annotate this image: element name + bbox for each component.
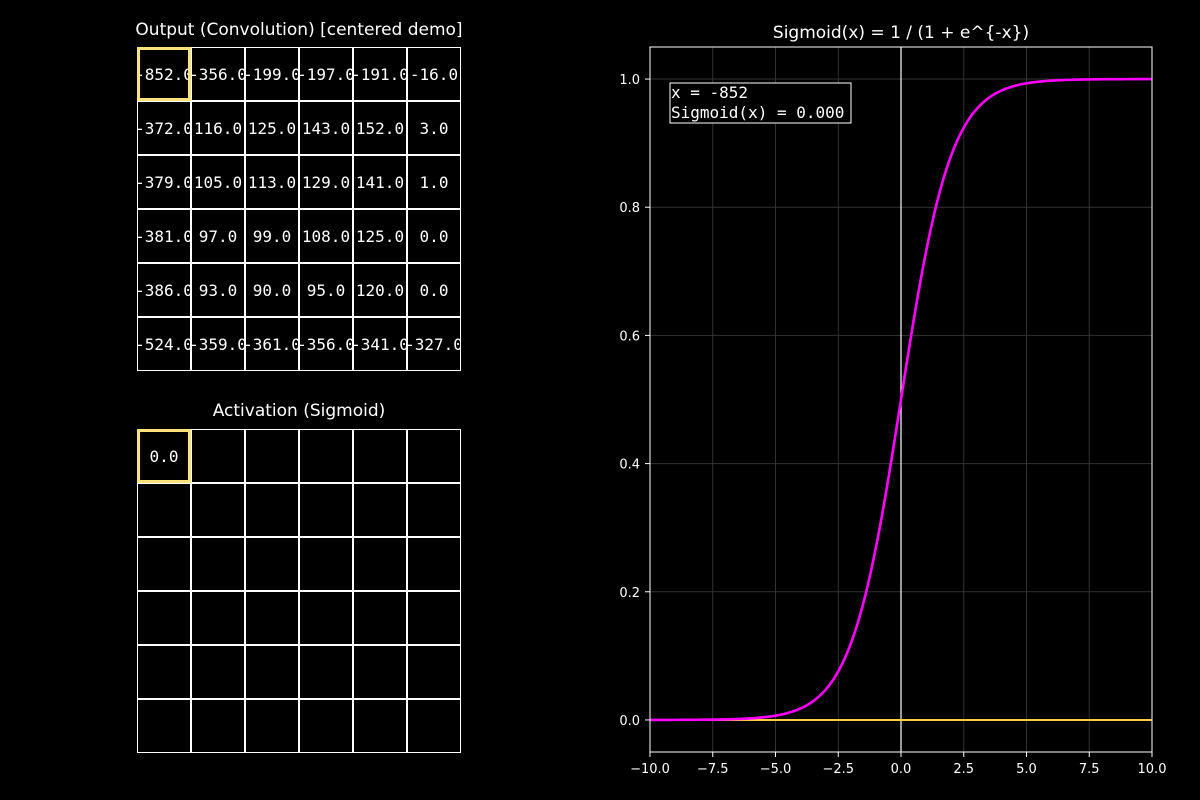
conv-cell-r4-c4: 120.0 bbox=[353, 263, 407, 317]
conv-cell-r0-c0: -852.0 bbox=[137, 47, 191, 101]
conv-cell-r0-c4: -191.0 bbox=[353, 47, 407, 101]
conv-cell-r2-c4: 141.0 bbox=[353, 155, 407, 209]
conv-cell-r0-c3: -197.0 bbox=[299, 47, 353, 101]
act-cell-r0-c0: 0.0 bbox=[137, 429, 191, 483]
conv-cell-r5-c3: -356.0 bbox=[299, 317, 353, 371]
conv-cell-r2-c5: 1.0 bbox=[407, 155, 461, 209]
act-cell-r1-c3 bbox=[299, 483, 353, 537]
x-tick-label-3: −2.5 bbox=[822, 762, 854, 777]
act-cell-r4-c1 bbox=[191, 645, 245, 699]
y-tick-label-1: 0.2 bbox=[619, 586, 640, 601]
annotation-x-value: x = -852 bbox=[671, 83, 748, 102]
conv-cell-r3-c3: 108.0 bbox=[299, 209, 353, 263]
conv-cell-r2-c2: 113.0 bbox=[245, 155, 299, 209]
conv-cell-r1-c5: 3.0 bbox=[407, 101, 461, 155]
y-tick-label-5: 1.0 bbox=[619, 73, 640, 88]
act-cell-r0-c5 bbox=[407, 429, 461, 483]
conv-cell-r3-c5: 0.0 bbox=[407, 209, 461, 263]
act-cell-r1-c2 bbox=[245, 483, 299, 537]
act-cell-r4-c4 bbox=[353, 645, 407, 699]
act-cell-r1-c4 bbox=[353, 483, 407, 537]
conv-cell-r5-c5: -327.0 bbox=[407, 317, 461, 371]
act-cell-r5-c4 bbox=[353, 699, 407, 753]
act-cell-r0-c3 bbox=[299, 429, 353, 483]
conv-cell-r4-c1: 93.0 bbox=[191, 263, 245, 317]
conv-cell-r4-c5: 0.0 bbox=[407, 263, 461, 317]
act-cell-r5-c2 bbox=[245, 699, 299, 753]
activation-title: Activation (Sigmoid) bbox=[212, 401, 386, 421]
annotation-sigmoid-value: Sigmoid(x) = 0.000 bbox=[671, 103, 844, 122]
x-tick-label-2: −5.0 bbox=[760, 762, 792, 777]
act-cell-r0-c1 bbox=[191, 429, 245, 483]
act-cell-r3-c0 bbox=[137, 591, 191, 645]
x-tick-label-8: 10.0 bbox=[1138, 762, 1167, 777]
act-cell-r3-c4 bbox=[353, 591, 407, 645]
conv-cell-r2-c3: 129.0 bbox=[299, 155, 353, 209]
act-cell-r4-c5 bbox=[407, 645, 461, 699]
act-cell-r0-c2 bbox=[245, 429, 299, 483]
act-cell-r0-c4 bbox=[353, 429, 407, 483]
conv-cell-r3-c2: 99.0 bbox=[245, 209, 299, 263]
act-cell-r4-c0 bbox=[137, 645, 191, 699]
x-tick-label-6: 5.0 bbox=[1016, 762, 1037, 777]
act-cell-r1-c1 bbox=[191, 483, 245, 537]
y-tick-label-0: 0.0 bbox=[619, 714, 640, 729]
act-cell-r2-c5 bbox=[407, 537, 461, 591]
conv-cell-r1-c3: 143.0 bbox=[299, 101, 353, 155]
conv-cell-r2-c1: 105.0 bbox=[191, 155, 245, 209]
conv-cell-r4-c0: -386.0 bbox=[137, 263, 191, 317]
act-cell-r5-c1 bbox=[191, 699, 245, 753]
y-tick-label-4: 0.8 bbox=[619, 201, 640, 216]
act-cell-r2-c4 bbox=[353, 537, 407, 591]
conv-cell-r5-c2: -361.0 bbox=[245, 317, 299, 371]
x-tick-label-1: −7.5 bbox=[697, 762, 729, 777]
conv-cell-r3-c4: 125.0 bbox=[353, 209, 407, 263]
conv-cell-r1-c2: 125.0 bbox=[245, 101, 299, 155]
conv-cell-r1-c0: -372.0 bbox=[137, 101, 191, 155]
y-tick-label-3: 0.6 bbox=[619, 329, 640, 344]
conv-cell-r3-c1: 97.0 bbox=[191, 209, 245, 263]
sigmoid-chart-title: Sigmoid(x) = 1 / (1 + e^{-x}) bbox=[772, 23, 1030, 43]
act-cell-r2-c3 bbox=[299, 537, 353, 591]
conv-cell-r1-c1: 116.0 bbox=[191, 101, 245, 155]
act-cell-r4-c2 bbox=[245, 645, 299, 699]
act-cell-r1-c0 bbox=[137, 483, 191, 537]
act-cell-r3-c1 bbox=[191, 591, 245, 645]
sigmoid-curve bbox=[649, 77, 1153, 722]
act-cell-r5-c5 bbox=[407, 699, 461, 753]
conv-cell-r1-c4: 152.0 bbox=[353, 101, 407, 155]
x-tick-label-5: 2.5 bbox=[953, 762, 974, 777]
act-cell-r3-c5 bbox=[407, 591, 461, 645]
act-cell-r1-c5 bbox=[407, 483, 461, 537]
x-tick-label-4: 0.0 bbox=[891, 762, 912, 777]
conv-cell-r4-c2: 90.0 bbox=[245, 263, 299, 317]
convolution-title: Output (Convolution) [centered demo] bbox=[135, 20, 463, 40]
x-tick-label-0: −10.0 bbox=[630, 762, 670, 777]
act-cell-r2-c1 bbox=[191, 537, 245, 591]
conv-cell-r2-c0: -379.0 bbox=[137, 155, 191, 209]
conv-cell-r4-c3: 95.0 bbox=[299, 263, 353, 317]
conv-cell-r5-c0: -524.0 bbox=[137, 317, 191, 371]
annotation-box bbox=[669, 82, 852, 124]
act-cell-r3-c2 bbox=[245, 591, 299, 645]
act-cell-r5-c3 bbox=[299, 699, 353, 753]
convolution-grid: -852.0 -356.0 -199.0 -197.0 -191.0 -16.0 -372.… bbox=[137, 47, 461, 371]
act-cell-r5-c0 bbox=[137, 699, 191, 753]
act-cell-r4-c3 bbox=[299, 645, 353, 699]
conv-cell-r0-c2: -199.0 bbox=[245, 47, 299, 101]
conv-cell-r5-c1: -359.0 bbox=[191, 317, 245, 371]
act-cell-r2-c0 bbox=[137, 537, 191, 591]
activation-grid: 0.0 bbox=[137, 429, 461, 753]
conv-cell-r0-c1: -356.0 bbox=[191, 47, 245, 101]
conv-cell-r5-c4: -341.0 bbox=[353, 317, 407, 371]
conv-cell-r0-c5: -16.0 bbox=[407, 47, 461, 101]
act-cell-r3-c3 bbox=[299, 591, 353, 645]
y-tick-label-2: 0.4 bbox=[619, 458, 640, 473]
conv-cell-r3-c0: -381.0 bbox=[137, 209, 191, 263]
act-cell-r2-c2 bbox=[245, 537, 299, 591]
x-tick-label-7: 7.5 bbox=[1079, 762, 1100, 777]
